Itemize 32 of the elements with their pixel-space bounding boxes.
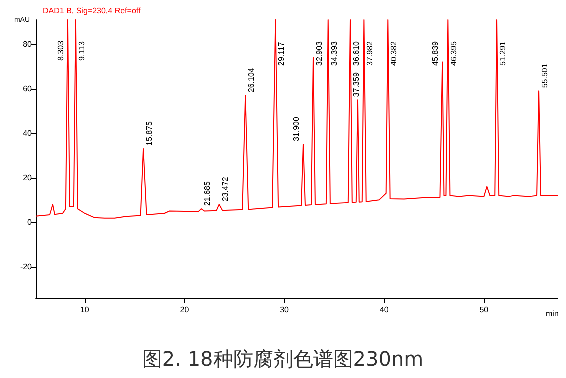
annotation: 46.395 <box>450 40 459 66</box>
annotation: 8.303 <box>56 40 66 61</box>
annotation: 55.501 <box>540 63 550 88</box>
annotation: 37.982 <box>366 40 375 66</box>
annotation: 32.903 <box>315 40 324 66</box>
x-tick-label: 30 <box>280 306 290 314</box>
annotation: 26.104 <box>247 68 256 93</box>
x-axis-title: min <box>546 310 559 318</box>
annotation: 36.610 <box>352 40 361 66</box>
annotation: 45.839 <box>431 40 440 66</box>
x-tick-label: 20 <box>180 306 190 314</box>
annotation: 15.875 <box>145 120 154 146</box>
annotation: 21.685 <box>203 181 212 206</box>
annotation: 40.382 <box>390 40 399 66</box>
y-tick-label: -20 <box>20 262 33 272</box>
annotation: 37.359 <box>352 72 361 98</box>
annotation: 23.472 <box>220 176 230 202</box>
chart-subtitle: DAD1 B, Sig=230,4 Ref=off <box>43 6 142 16</box>
text: 图2. 18种防腐剂色谱图230nm <box>142 347 424 371</box>
line-series <box>36 20 558 219</box>
annotation: 9.113 <box>77 41 86 61</box>
x-tick-label: 40 <box>380 306 390 314</box>
annotation: 51.291 <box>498 40 508 66</box>
y-tick-label: 60 <box>23 84 33 94</box>
annotation: 34.393 <box>330 40 339 66</box>
annotation: 31.900 <box>292 116 301 142</box>
x-tick-label: 50 <box>480 306 490 314</box>
y-tick-label: 80 <box>23 40 33 49</box>
x-tick-label: 10 <box>80 306 90 314</box>
annotation: 29.117 <box>277 42 286 66</box>
y-tick-label: 40 <box>23 128 33 138</box>
y-tick-label: 20 <box>23 173 33 182</box>
